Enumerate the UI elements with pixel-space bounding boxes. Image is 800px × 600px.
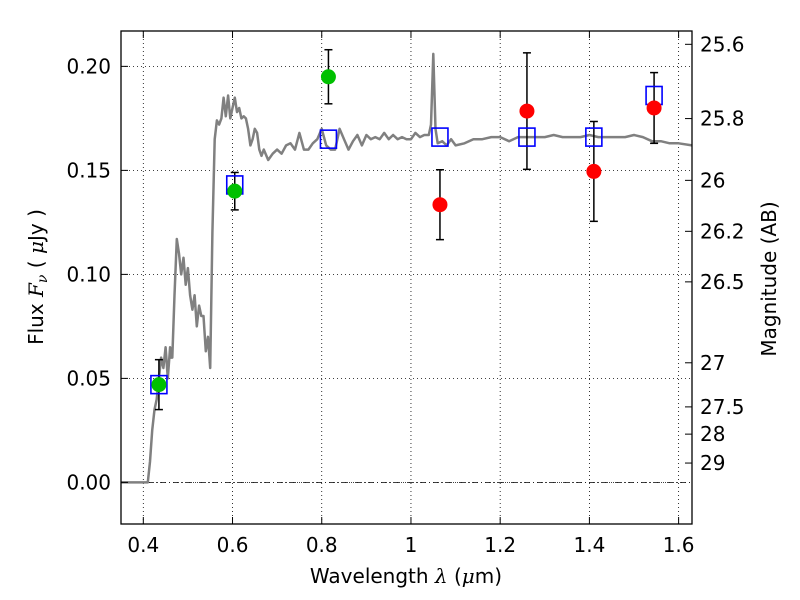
observed-flux-point xyxy=(586,163,602,179)
model-photometry-square xyxy=(319,129,338,149)
right-tick-label: 25.6 xyxy=(700,32,745,56)
model-photometry-square xyxy=(150,374,168,395)
model-spectrum-layer xyxy=(121,52,693,484)
y-tick-label: 0.15 xyxy=(66,158,111,182)
observed-flux-point xyxy=(227,183,243,199)
y-tick-label: 0.20 xyxy=(66,54,111,78)
plot-frame xyxy=(120,30,693,525)
observed-flux-point xyxy=(646,100,662,116)
y-axis-label-right: Magnitude (AB) xyxy=(757,201,781,356)
right-tick-label: 26.2 xyxy=(700,219,745,243)
right-tick-label: 27 xyxy=(700,351,725,375)
y-tick-label: 0.10 xyxy=(66,262,111,286)
x-axis-label: Wavelength λ (μm) xyxy=(310,564,502,588)
x-tick-label: 1.4 xyxy=(573,533,605,557)
right-tick-label: 26 xyxy=(700,168,725,192)
right-tick-label: 27.5 xyxy=(700,395,745,419)
right-axis-ticks: 25.6 25.8 26 26.2 26.5 27 27.5 28 29 xyxy=(685,32,745,475)
model-spectrum-line xyxy=(121,52,693,484)
x-tick-label: 1.2 xyxy=(484,533,516,557)
x-tick-label: 1.6 xyxy=(663,533,695,557)
right-tick-label: 26.5 xyxy=(700,270,745,294)
y-tick-label: 0.05 xyxy=(66,366,111,390)
data-points xyxy=(150,69,663,395)
x-tick-label: 0.4 xyxy=(127,533,159,557)
observed-flux-point xyxy=(432,197,448,213)
model-photometry-square xyxy=(585,127,603,147)
model-photometry-square xyxy=(518,127,536,147)
y-axis-ticks: 0.00 0.05 0.10 0.15 0.20 xyxy=(66,54,128,494)
right-tick-label: 28 xyxy=(700,422,725,446)
plot-background xyxy=(121,31,692,524)
x-tick-label: 0.6 xyxy=(217,533,249,557)
model-photometry-square xyxy=(431,127,449,147)
y-axis-label-left: Flux Fν ( μJy ) xyxy=(24,209,51,345)
x-tick-label: 0.8 xyxy=(306,533,338,557)
y-tick-label: 0.00 xyxy=(66,470,111,494)
right-tick-label: 25.8 xyxy=(700,107,745,131)
observed-flux-point xyxy=(151,377,167,393)
x-axis-ticks: 0.4 0.6 0.8 1 1.2 1.4 1.6 xyxy=(127,31,695,557)
right-tick-label: 29 xyxy=(700,451,725,475)
observed-flux-point xyxy=(320,69,336,85)
x-tick-label: 1 xyxy=(405,533,418,557)
observed-flux-point xyxy=(519,103,535,119)
